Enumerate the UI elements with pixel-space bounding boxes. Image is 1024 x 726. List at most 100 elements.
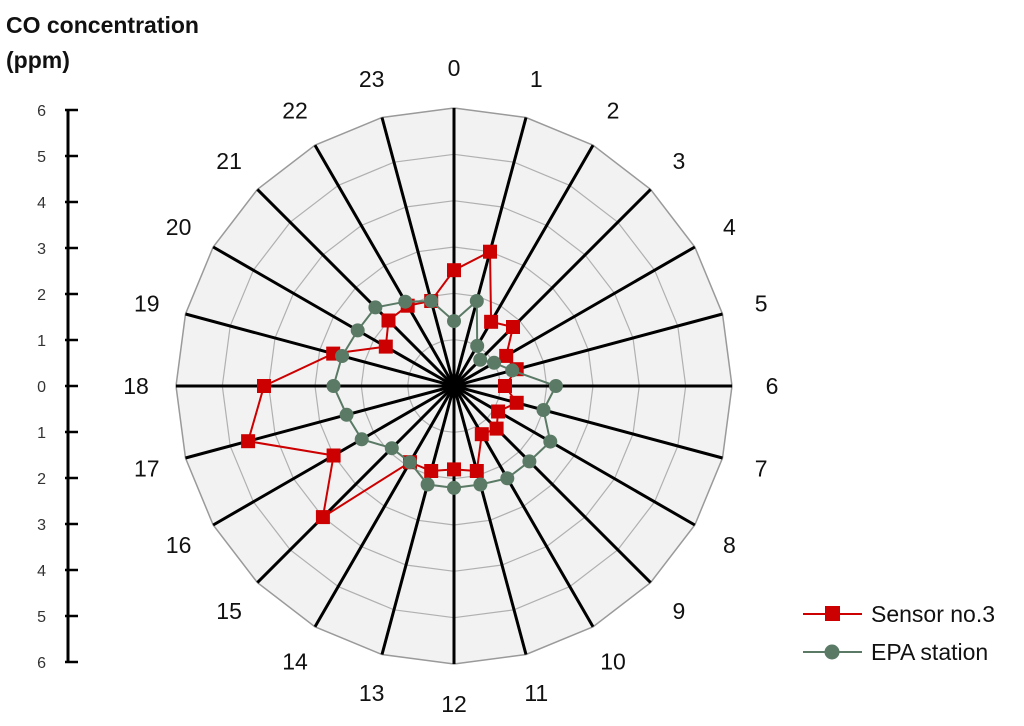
data-point bbox=[381, 313, 396, 328]
hour-label: 21 bbox=[216, 148, 242, 174]
hour-label: 8 bbox=[723, 532, 736, 558]
data-point bbox=[536, 403, 551, 417]
y-tick-label: 5 bbox=[37, 609, 46, 626]
hour-label: 11 bbox=[524, 680, 548, 706]
series-epa bbox=[326, 294, 563, 495]
y-tick-label: 4 bbox=[37, 195, 46, 212]
y-axis-title-line2: (ppm) bbox=[6, 47, 70, 73]
data-point bbox=[378, 339, 393, 354]
spoke bbox=[313, 144, 456, 387]
hour-label: 7 bbox=[755, 455, 768, 481]
y-tick-label: 2 bbox=[37, 287, 46, 304]
data-point bbox=[424, 294, 439, 308]
data-point bbox=[483, 244, 497, 259]
data-point bbox=[403, 455, 417, 470]
spoke bbox=[185, 312, 455, 388]
data-point bbox=[424, 464, 439, 478]
hour-label: 2 bbox=[607, 98, 620, 124]
data-point bbox=[484, 314, 499, 329]
legend-item-sensor: Sensor no.3 bbox=[803, 601, 995, 627]
data-point bbox=[489, 421, 504, 436]
spoke bbox=[452, 385, 595, 628]
legend-label-sensor: Sensor no.3 bbox=[871, 601, 995, 627]
y-tick-label: 6 bbox=[37, 103, 46, 120]
y-axis-scale: 6 5 4 3 2 1 0 1 2 3 4 5 6 bbox=[37, 103, 78, 672]
spoke bbox=[256, 188, 456, 388]
data-point bbox=[447, 462, 461, 477]
hour-label: 19 bbox=[134, 291, 160, 317]
hour-label: 17 bbox=[134, 455, 160, 481]
data-point bbox=[543, 434, 558, 449]
data-point bbox=[474, 427, 489, 442]
legend-label-epa: EPA station bbox=[871, 639, 988, 665]
legend-item-epa: EPA station bbox=[803, 639, 988, 665]
hour-label: 9 bbox=[673, 598, 686, 624]
data-point bbox=[500, 471, 515, 486]
series-sensor bbox=[241, 244, 524, 525]
y-tick-label: 3 bbox=[37, 241, 46, 258]
data-point bbox=[335, 349, 350, 363]
hour-label: 3 bbox=[673, 148, 686, 174]
data-point bbox=[505, 363, 520, 378]
data-point bbox=[473, 477, 488, 492]
spoke bbox=[313, 385, 456, 628]
hour-label: 12 bbox=[441, 691, 467, 717]
y-tick-label: 4 bbox=[37, 563, 46, 580]
data-point bbox=[447, 480, 461, 495]
data-point bbox=[447, 314, 461, 329]
y-tick-label: 3 bbox=[37, 517, 46, 534]
hour-label: 4 bbox=[723, 214, 736, 240]
center-hub bbox=[445, 377, 463, 395]
legend: Sensor no.3 EPA station bbox=[803, 601, 995, 665]
y-tick-label: 2 bbox=[37, 471, 46, 488]
data-point bbox=[487, 355, 502, 370]
y-tick-label: 6 bbox=[37, 655, 46, 672]
data-point bbox=[350, 323, 365, 338]
data-point bbox=[257, 379, 271, 393]
hour-label: 10 bbox=[600, 648, 626, 674]
hour-label: 6 bbox=[766, 373, 779, 399]
spoke bbox=[212, 245, 455, 388]
legend-marker-square bbox=[825, 606, 840, 621]
hour-label: 20 bbox=[166, 214, 192, 240]
data-point bbox=[499, 348, 514, 363]
hour-label: 23 bbox=[359, 66, 385, 92]
y-axis-title-line1: CO concentration bbox=[6, 12, 199, 38]
data-point bbox=[326, 448, 341, 463]
y-tick-label: 5 bbox=[37, 149, 46, 166]
data-point bbox=[420, 477, 435, 492]
data-point bbox=[548, 379, 563, 393]
data-point bbox=[522, 454, 537, 469]
spoke bbox=[185, 384, 455, 460]
series-layer bbox=[241, 244, 563, 525]
hour-label: 18 bbox=[123, 373, 149, 399]
hour-label: 13 bbox=[359, 680, 385, 706]
spoke bbox=[452, 188, 652, 388]
data-point bbox=[447, 263, 461, 278]
data-point bbox=[384, 441, 399, 456]
data-point bbox=[315, 510, 330, 525]
data-point bbox=[354, 432, 369, 447]
spoke bbox=[452, 384, 652, 584]
data-point bbox=[506, 320, 520, 334]
data-point bbox=[326, 379, 341, 393]
data-point bbox=[398, 294, 413, 309]
spoke bbox=[380, 385, 456, 655]
y-tick-label: 1 bbox=[37, 333, 46, 350]
spoke bbox=[452, 385, 528, 655]
hour-label: 1 bbox=[530, 66, 543, 92]
data-point bbox=[368, 300, 383, 315]
data-point bbox=[469, 294, 484, 308]
data-point bbox=[470, 338, 485, 353]
y-tick-label: 1 bbox=[37, 425, 46, 442]
data-point bbox=[491, 404, 506, 419]
data-point bbox=[509, 395, 524, 410]
y-tick-label: 0 bbox=[37, 379, 46, 396]
spoke bbox=[453, 384, 723, 460]
data-point bbox=[339, 407, 354, 422]
data-point bbox=[498, 379, 512, 393]
spoke bbox=[380, 117, 456, 387]
spoke bbox=[453, 312, 723, 388]
hour-label: 22 bbox=[282, 98, 308, 124]
